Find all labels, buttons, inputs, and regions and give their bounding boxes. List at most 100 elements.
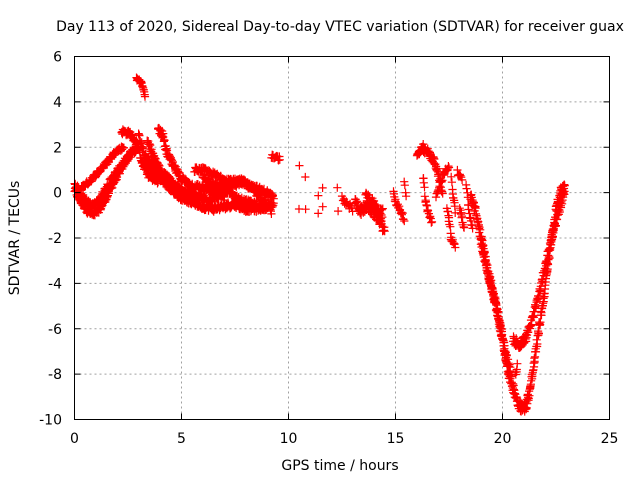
data-point [529, 313, 538, 322]
data-point [555, 207, 564, 217]
data-point [420, 183, 429, 192]
data-point [301, 172, 310, 182]
y-tick-label: -6 [48, 322, 62, 338]
x-axis-label: GPS time / hours [281, 458, 398, 474]
data-point [536, 318, 545, 327]
data-point [488, 284, 497, 294]
x-tick-label: 10 [280, 431, 298, 447]
data-point [269, 194, 278, 203]
data-point [464, 205, 473, 214]
data-point [560, 187, 569, 196]
data-point [460, 223, 469, 232]
data-point [423, 206, 433, 215]
data-point [378, 213, 387, 222]
y-tick-label: 0 [53, 186, 62, 202]
x-tick-label: 20 [494, 431, 512, 447]
data-point [378, 204, 387, 213]
data-point [500, 341, 509, 350]
x-tick-label: 0 [70, 431, 79, 447]
data-point [334, 207, 343, 216]
data-point [158, 171, 167, 180]
data-point [427, 217, 437, 226]
y-tick-label: -8 [48, 367, 62, 383]
data-point [538, 277, 547, 286]
data-point [295, 161, 304, 170]
data-point [496, 318, 505, 328]
data-point [462, 184, 471, 193]
data-point [399, 215, 408, 224]
data-point [510, 386, 519, 395]
y-tick-labels: -10 -8 -6 -4 -2 0 2 4 6 [39, 50, 62, 429]
chart-title: Day 113 of 2020, Sidereal Day-to-day VTE… [56, 19, 624, 35]
data-point [502, 351, 511, 360]
data-point [243, 178, 252, 187]
data-point [301, 205, 310, 214]
data-point [400, 181, 409, 190]
data-point [267, 209, 276, 218]
data-point [425, 213, 434, 222]
data-point [539, 297, 548, 306]
data-point [447, 178, 456, 187]
data-point [402, 192, 411, 201]
data-point [446, 222, 455, 231]
data-point [420, 192, 429, 201]
data-point [275, 155, 284, 164]
data-point [314, 191, 323, 200]
data-point [458, 175, 467, 184]
y-axis-label: SDTVAR / TECUs [7, 181, 23, 296]
data-point [444, 163, 454, 172]
data-point [533, 339, 542, 349]
x-tick-labels: 0 5 10 15 20 25 [70, 431, 618, 447]
y-tick-label: 4 [53, 95, 62, 111]
data-point [497, 327, 506, 336]
data-point [419, 178, 428, 187]
data-point [450, 239, 459, 249]
data-point [431, 193, 441, 202]
data-point [451, 243, 460, 252]
data-point [537, 311, 546, 320]
data-point [476, 225, 485, 234]
grid [74, 56, 610, 420]
data-point [391, 195, 400, 204]
data-point [138, 82, 147, 91]
data-point [427, 218, 436, 227]
data-point [534, 294, 543, 303]
x-tick-label: 5 [177, 431, 186, 447]
data-point [480, 247, 489, 256]
x-tick-label: 25 [601, 431, 619, 447]
data-point [400, 216, 409, 226]
data-point [437, 176, 446, 186]
data-point [523, 399, 532, 408]
data-points [70, 73, 569, 416]
data-point [294, 204, 304, 214]
data-point [268, 191, 277, 200]
data-point [506, 363, 515, 372]
data-point [447, 172, 456, 181]
data-point [448, 235, 457, 244]
data-point [513, 359, 522, 368]
data-point [252, 199, 261, 208]
data-point [534, 329, 543, 338]
y-tick-label: 2 [53, 140, 62, 156]
data-point [314, 209, 323, 218]
data-point [527, 320, 536, 329]
data-point [507, 372, 516, 381]
data-point [333, 183, 342, 192]
data-point [457, 213, 466, 222]
data-point [477, 239, 486, 248]
data-point [380, 227, 389, 236]
data-point [140, 92, 150, 101]
data-point [542, 258, 551, 267]
data-point [450, 202, 459, 211]
data-point [318, 183, 327, 192]
data-point [232, 191, 242, 200]
data-point [377, 205, 386, 214]
data-point [468, 224, 477, 233]
x-tick-label: 15 [387, 431, 405, 447]
data-point [481, 256, 490, 265]
data-point [219, 192, 228, 202]
y-tick-label: -2 [48, 231, 62, 247]
axis-ticks [74, 56, 610, 420]
